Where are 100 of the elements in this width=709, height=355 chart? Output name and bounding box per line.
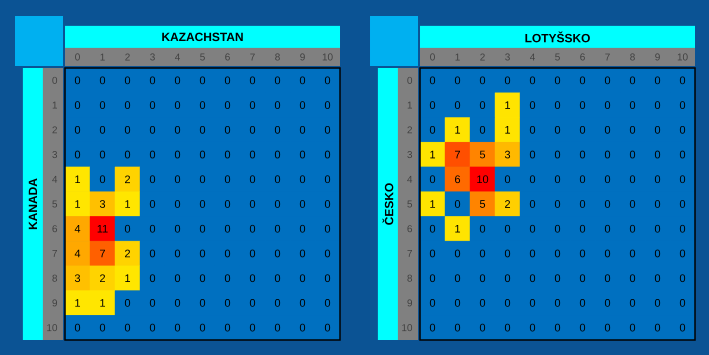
data-label: 0 bbox=[580, 224, 586, 233]
data-label: 0 bbox=[530, 126, 536, 134]
data-label: 0 bbox=[554, 224, 560, 233]
data-label: 0 bbox=[680, 224, 686, 233]
data-label: 0 bbox=[454, 101, 460, 109]
data-label: 0 bbox=[274, 224, 280, 233]
data-label: 0 bbox=[480, 101, 486, 109]
data-label: 0 bbox=[580, 150, 586, 158]
data-label: 2 bbox=[505, 200, 510, 208]
data-label: 0 bbox=[224, 101, 230, 109]
data-label: 1 bbox=[75, 200, 80, 208]
data-label: 0 bbox=[250, 76, 256, 84]
data-label: 0 bbox=[454, 76, 460, 84]
data-label: 0 bbox=[150, 175, 156, 184]
y-tick-label: 1 bbox=[408, 102, 412, 109]
data-label: 0 bbox=[200, 250, 206, 258]
data-label: 0 bbox=[124, 76, 130, 84]
data-label: 0 bbox=[324, 299, 330, 307]
data-label: 7 bbox=[100, 250, 106, 258]
data-label: 0 bbox=[554, 274, 560, 282]
x-axis-title: KAZACHSTAN bbox=[162, 32, 243, 42]
x-tick-label: 3 bbox=[150, 53, 155, 60]
y-tick-label: 10 bbox=[402, 324, 412, 332]
data-label: 0 bbox=[580, 101, 586, 109]
data-label: 0 bbox=[654, 175, 660, 184]
data-label: 0 bbox=[680, 101, 686, 109]
data-label: 0 bbox=[200, 324, 206, 332]
data-label: 0 bbox=[604, 250, 610, 258]
data-label: 0 bbox=[200, 175, 206, 184]
data-label: 0 bbox=[530, 101, 536, 109]
data-label: 0 bbox=[300, 175, 306, 184]
data-label: 0 bbox=[430, 274, 436, 282]
data-label: 0 bbox=[504, 250, 510, 258]
data-label: 0 bbox=[480, 299, 486, 307]
x-tick-label: 7 bbox=[605, 54, 610, 60]
data-label: 0 bbox=[124, 150, 130, 158]
data-label: 0 bbox=[150, 299, 156, 307]
data-label: 0 bbox=[630, 126, 636, 134]
data-label: 0 bbox=[174, 175, 180, 184]
data-label: 0 bbox=[630, 175, 636, 184]
y-tick-label: 5 bbox=[407, 200, 412, 208]
data-label: 0 bbox=[654, 150, 660, 158]
data-label: 0 bbox=[324, 150, 330, 158]
data-label: 0 bbox=[150, 200, 156, 208]
data-label: 5 bbox=[480, 150, 486, 158]
data-label: 0 bbox=[630, 274, 636, 282]
data-label: 0 bbox=[504, 324, 510, 332]
data-label: 0 bbox=[274, 200, 280, 208]
data-label: 0 bbox=[630, 76, 636, 84]
data-label: 0 bbox=[630, 299, 636, 307]
data-label: 2 bbox=[125, 250, 130, 258]
data-label: 0 bbox=[630, 150, 636, 158]
data-label: 0 bbox=[250, 224, 256, 233]
y-tick-label: 6 bbox=[52, 225, 58, 232]
data-label: 3 bbox=[100, 200, 106, 208]
data-label: 0 bbox=[100, 324, 106, 332]
y-axis-title: ČESKO bbox=[382, 183, 394, 225]
data-label: 0 bbox=[174, 299, 180, 307]
data-label: 0 bbox=[654, 274, 660, 282]
data-label: 0 bbox=[680, 150, 686, 158]
data-label: 0 bbox=[454, 250, 460, 258]
x-tick-label: 5 bbox=[555, 54, 560, 60]
data-label: 1 bbox=[455, 126, 460, 134]
data-label: 1 bbox=[430, 150, 436, 158]
data-label: 0 bbox=[274, 150, 280, 158]
data-label: 0 bbox=[430, 250, 436, 258]
data-label: 0 bbox=[200, 76, 206, 84]
data-label: 0 bbox=[554, 101, 560, 109]
data-label: 0 bbox=[530, 250, 536, 258]
data-label: 0 bbox=[274, 274, 280, 282]
x-tick-label: 1 bbox=[456, 54, 460, 60]
data-label: 7 bbox=[455, 150, 460, 158]
data-label: 0 bbox=[300, 126, 306, 134]
y-tick-label: 0 bbox=[407, 76, 412, 84]
data-label: 0 bbox=[174, 324, 180, 332]
data-label: 2 bbox=[100, 274, 106, 282]
data-label: 0 bbox=[430, 126, 436, 134]
data-label: 0 bbox=[680, 76, 686, 84]
x-tick-label: 3 bbox=[505, 53, 510, 60]
data-label: 0 bbox=[504, 299, 510, 307]
data-label: 0 bbox=[100, 126, 106, 134]
data-label: 0 bbox=[150, 101, 156, 109]
data-label: 0 bbox=[274, 101, 280, 109]
y-axis-title: KANADA bbox=[28, 178, 37, 230]
y-tick-label: 9 bbox=[52, 299, 58, 306]
data-label: 0 bbox=[430, 101, 436, 109]
data-label: 0 bbox=[250, 101, 256, 109]
data-label: 0 bbox=[200, 224, 206, 233]
x-tick-label: 2 bbox=[125, 54, 130, 60]
data-label: 0 bbox=[654, 299, 660, 307]
data-label: 0 bbox=[580, 250, 586, 258]
y-tick-label: 4 bbox=[407, 176, 412, 183]
y-tick-label: 5 bbox=[52, 200, 58, 208]
data-label: 0 bbox=[300, 324, 306, 332]
data-label: 0 bbox=[430, 299, 436, 307]
data-label: 0 bbox=[430, 324, 436, 332]
data-label: 0 bbox=[250, 324, 256, 332]
data-label: 0 bbox=[554, 126, 560, 134]
data-label: 0 bbox=[250, 250, 256, 258]
data-label: 0 bbox=[150, 126, 156, 134]
